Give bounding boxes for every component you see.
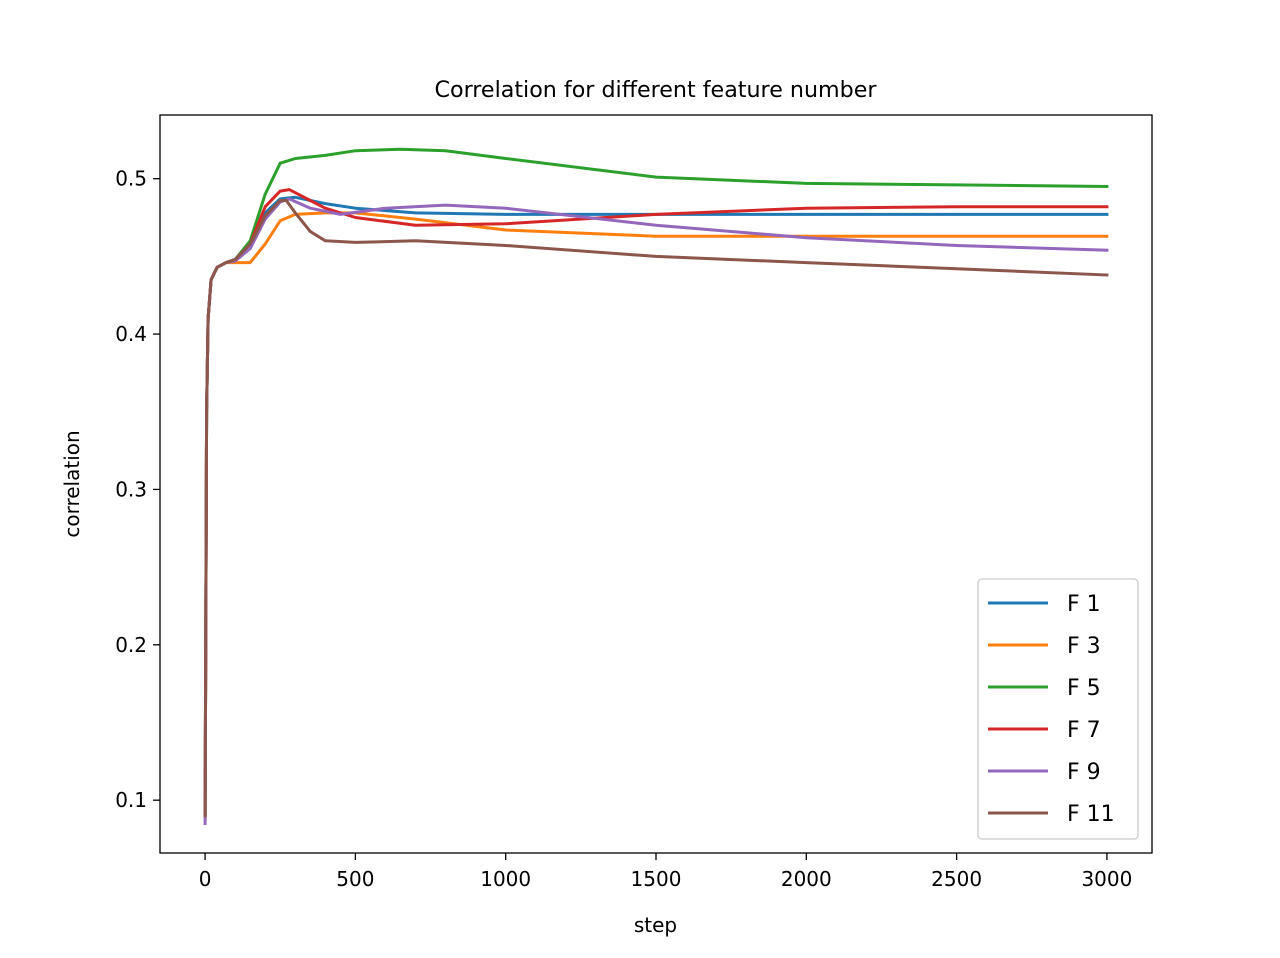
y-tick-label: 0.5 [115,167,147,191]
legend-box [977,578,1139,840]
chart-title: Correlation for different feature number [435,77,878,103]
legend-label: F 3 [1067,634,1101,659]
x-tick-label: 1000 [480,867,531,891]
y-tick-label: 0.3 [115,477,147,501]
y-tick-label: 0.4 [115,322,147,346]
legend: F 1 F 3 F 5 F 7 F 9 F 11 [977,578,1139,840]
legend-label: F 7 [1067,718,1101,743]
x-tick-label: 500 [336,867,374,891]
x-axis: 0 500 1000 1500 2000 2500 3000 [199,853,1132,891]
series-line-6 [203,199,1109,818]
legend-label: F 1 [1067,592,1101,617]
legend-label: F 9 [1067,760,1101,785]
x-tick-label: 3000 [1081,867,1132,891]
x-tick-label: 2500 [931,867,982,891]
series-group [203,147,1109,826]
legend-label: F 5 [1067,676,1101,701]
x-tick-label: 1500 [631,867,682,891]
legend-label: F 11 [1067,802,1115,827]
y-tick-label: 0.1 [115,788,147,812]
y-axis: 0.1 0.2 0.3 0.4 0.5 [115,167,160,812]
x-axis-label: step [634,913,677,937]
plot-area: 0 500 1000 1500 2000 2500 3000 0.1 0.2 0.3 0.4 0.5 [115,114,1153,891]
x-tick-label: 0 [199,867,212,891]
y-axis-label: correlation [60,430,84,537]
y-tick-label: 0.2 [115,633,147,657]
x-tick-label: 2000 [781,867,832,891]
